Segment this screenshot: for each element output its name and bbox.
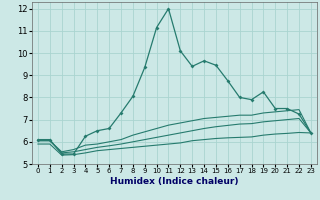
X-axis label: Humidex (Indice chaleur): Humidex (Indice chaleur) (110, 177, 239, 186)
